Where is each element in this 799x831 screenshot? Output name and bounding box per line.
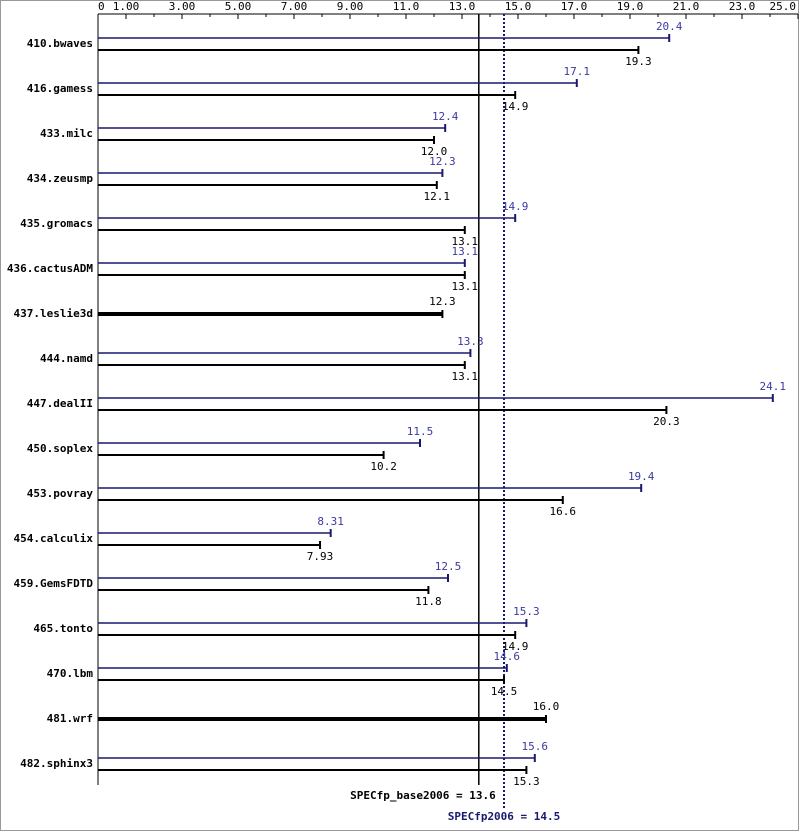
value-label: 12.5 [435, 560, 462, 573]
value-label: 24.1 [760, 380, 787, 393]
value-label: 17.1 [564, 65, 591, 78]
value-label: 11.5 [407, 425, 434, 438]
x-tick-label: 13.0 [449, 0, 476, 13]
category-label: 453.povray [27, 487, 94, 500]
category-label: 433.milc [40, 127, 93, 140]
category-label: 454.calculix [14, 532, 94, 545]
reference-label: SPECfp_base2006 = 13.6 [350, 789, 496, 802]
value-label: 10.2 [370, 460, 397, 473]
value-label: 14.9 [502, 100, 529, 113]
value-label: 13.1 [452, 280, 479, 293]
value-label: 15.3 [513, 605, 540, 618]
value-label: 14.5 [491, 685, 518, 698]
value-label: 12.3 [429, 155, 456, 168]
x-tick-label: 21.0 [673, 0, 700, 13]
value-label: 14.9 [502, 640, 529, 653]
category-label: 434.zeusmp [27, 172, 94, 185]
value-label: 11.8 [415, 595, 442, 608]
value-label: 20.3 [653, 415, 680, 428]
x-tick-label: 3.00 [169, 0, 196, 13]
value-label: 13.1 [452, 245, 479, 258]
value-label: 12.0 [421, 145, 448, 158]
x-tick-label: 15.0 [505, 0, 532, 13]
value-label: 14.9 [502, 200, 529, 213]
category-label: 481.wrf [47, 712, 93, 725]
value-label: 13.3 [457, 335, 484, 348]
x-tick-label: 25.0 [770, 0, 797, 13]
category-label: 410.bwaves [27, 37, 93, 50]
category-label: 482.sphinx3 [20, 757, 93, 770]
x-tick-label: 17.0 [561, 0, 588, 13]
category-label: 447.dealII [27, 397, 93, 410]
value-label: 12.3 [429, 295, 456, 308]
value-label: 14.6 [494, 650, 521, 663]
x-tick-label: 5.00 [225, 0, 252, 13]
category-label: 450.soplex [27, 442, 94, 455]
category-label: 435.gromacs [20, 217, 93, 230]
value-label: 8.31 [317, 515, 344, 528]
x-tick-label: 19.0 [617, 0, 644, 13]
reference-label: SPECfp2006 = 14.5 [448, 810, 561, 823]
value-label: 20.4 [656, 20, 683, 33]
category-label: 444.namd [40, 352, 93, 365]
category-label: 437.leslie3d [14, 307, 93, 320]
value-label: 16.6 [550, 505, 577, 518]
category-label: 416.gamess [27, 82, 93, 95]
value-label: 12.1 [424, 190, 451, 203]
value-label: 12.4 [432, 110, 459, 123]
value-label: 13.1 [452, 370, 479, 383]
category-label: 459.GemsFDTD [14, 577, 94, 590]
value-label: 19.3 [625, 55, 652, 68]
x-tick-label: 9.00 [337, 0, 364, 13]
category-label: 465.tonto [33, 622, 93, 635]
value-label: 15.3 [513, 775, 540, 788]
x-tick-label: 1.00 [113, 0, 140, 13]
value-label: 19.4 [628, 470, 655, 483]
value-label: 13.1 [452, 235, 479, 248]
value-label: 15.6 [522, 740, 549, 753]
x-tick-label: 23.0 [729, 0, 756, 13]
value-label: 7.93 [307, 550, 334, 563]
category-label: 470.lbm [47, 667, 94, 680]
x-tick-label: 11.0 [393, 0, 420, 13]
x-tick-label: 7.00 [281, 0, 308, 13]
value-label: 16.0 [533, 700, 560, 713]
category-label: 436.cactusADM [7, 262, 93, 275]
x-tick-label: 0 [98, 0, 105, 13]
